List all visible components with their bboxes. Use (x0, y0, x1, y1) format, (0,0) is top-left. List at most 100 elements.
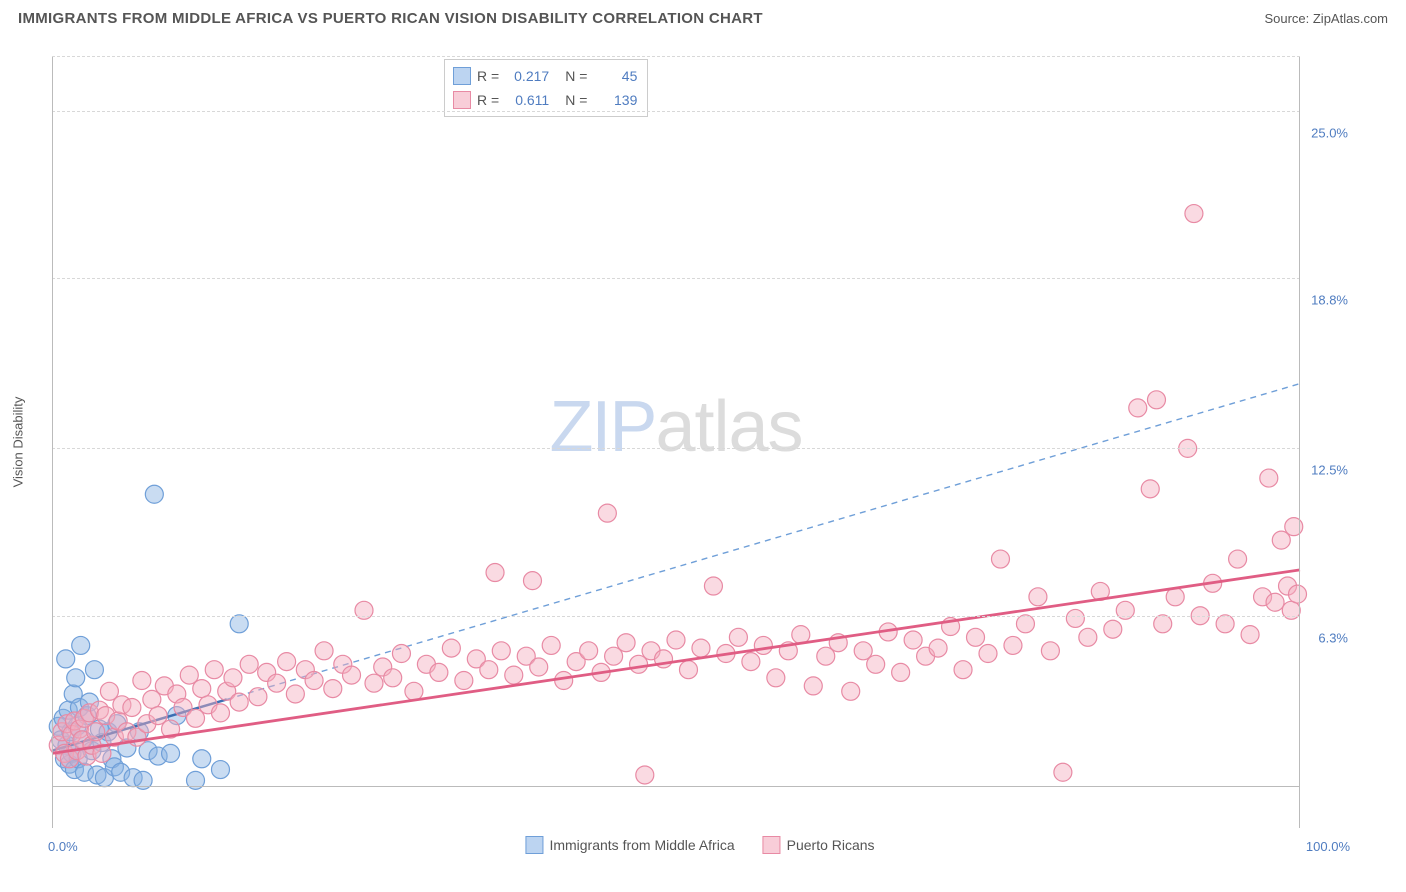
scatter-point (1029, 588, 1047, 606)
scatter-point (1016, 615, 1034, 633)
scatter-point (430, 663, 448, 681)
scatter-point (305, 672, 323, 690)
scatter-point (523, 572, 541, 590)
scatter-point (57, 650, 75, 668)
legend-label: Immigrants from Middle Africa (549, 837, 734, 853)
scatter-point (967, 628, 985, 646)
scatter-point (133, 672, 151, 690)
chart-area: Vision Disability ZIPatlas R =0.217N =45… (52, 56, 1348, 828)
scatter-point (929, 639, 947, 657)
scatter-point (1054, 763, 1072, 781)
scatter-point (767, 669, 785, 687)
stats-r-value: 0.217 (505, 68, 549, 84)
scatter-point (580, 642, 598, 660)
scatter-point (343, 666, 361, 684)
scatter-point (211, 761, 229, 779)
scatter-point (87, 723, 105, 741)
scatter-point (1289, 585, 1307, 603)
scatter-point (1041, 642, 1059, 660)
y-tick-label: 25.0% (1311, 125, 1348, 140)
scatter-point (704, 577, 722, 595)
scatter-point (842, 682, 860, 700)
stats-r-value: 0.611 (505, 92, 549, 108)
scatter-point (542, 636, 560, 654)
scatter-svg (52, 57, 1300, 829)
scatter-point (67, 669, 85, 687)
scatter-point (205, 661, 223, 679)
scatter-point (979, 645, 997, 663)
scatter-point (224, 669, 242, 687)
y-tick-label: 6.3% (1318, 630, 1348, 645)
scatter-point (145, 485, 163, 503)
scatter-point (1185, 205, 1203, 223)
scatter-point (1066, 609, 1084, 627)
scatter-point (486, 564, 504, 582)
scatter-point (1285, 518, 1303, 536)
scatter-point (804, 677, 822, 695)
scatter-point (123, 698, 141, 716)
scatter-point (324, 680, 342, 698)
scatter-point (249, 688, 267, 706)
scatter-point (1004, 636, 1022, 654)
chart-source: Source: ZipAtlas.com (1264, 11, 1388, 26)
scatter-point (892, 663, 910, 681)
gridline (52, 111, 1300, 112)
gridline (52, 616, 1300, 617)
scatter-point (405, 682, 423, 700)
scatter-point (1141, 480, 1159, 498)
scatter-point (692, 639, 710, 657)
scatter-point (530, 658, 548, 676)
stats-n-label: N = (565, 92, 587, 108)
scatter-point (991, 550, 1009, 568)
x-tick-label: 100.0% (1306, 839, 1350, 854)
stats-row: R =0.611N =139 (453, 88, 637, 112)
scatter-point (455, 672, 473, 690)
scatter-point (1229, 550, 1247, 568)
scatter-point (1079, 628, 1097, 646)
scatter-point (904, 631, 922, 649)
scatter-point (315, 642, 333, 660)
scatter-point (1266, 593, 1284, 611)
scatter-point (954, 661, 972, 679)
stats-n-value: 139 (593, 92, 637, 108)
scatter-point (555, 672, 573, 690)
scatter-point (742, 653, 760, 671)
scatter-point (72, 636, 90, 654)
scatter-point (1260, 469, 1278, 487)
y-tick-label: 12.5% (1311, 463, 1348, 478)
scatter-point (492, 642, 510, 660)
stats-n-label: N = (565, 68, 587, 84)
plot-region: ZIPatlas R =0.217N =45R =0.611N =139 25.… (52, 56, 1300, 828)
legend-swatch (453, 67, 471, 85)
scatter-point (729, 628, 747, 646)
scatter-point (365, 674, 383, 692)
scatter-point (1241, 626, 1259, 644)
stats-row: R =0.217N =45 (453, 64, 637, 88)
scatter-point (193, 750, 211, 768)
scatter-point (286, 685, 304, 703)
scatter-point (230, 693, 248, 711)
scatter-point (679, 661, 697, 679)
scatter-point (211, 704, 229, 722)
y-tick-label: 18.8% (1311, 293, 1348, 308)
scatter-point (268, 674, 286, 692)
stats-n-value: 45 (593, 68, 637, 84)
legend-swatch (525, 836, 543, 854)
legend-swatch (763, 836, 781, 854)
gridline (52, 278, 1300, 279)
scatter-point (1216, 615, 1234, 633)
legend-swatch (453, 91, 471, 109)
scatter-point (278, 653, 296, 671)
scatter-point (1104, 620, 1122, 638)
scatter-point (1154, 615, 1172, 633)
legend-label: Puerto Ricans (787, 837, 875, 853)
y-axis-label: Vision Disability (11, 397, 26, 488)
scatter-point (480, 661, 498, 679)
chart-title: IMMIGRANTS FROM MIDDLE AFRICA VS PUERTO … (18, 10, 763, 27)
stats-legend-box: R =0.217N =45R =0.611N =139 (444, 59, 648, 117)
trend-line-solid (52, 570, 1300, 754)
bottom-legend: Immigrants from Middle Africa Puerto Rica… (525, 836, 874, 854)
scatter-point (392, 645, 410, 663)
scatter-point (384, 669, 402, 687)
scatter-point (85, 661, 103, 679)
